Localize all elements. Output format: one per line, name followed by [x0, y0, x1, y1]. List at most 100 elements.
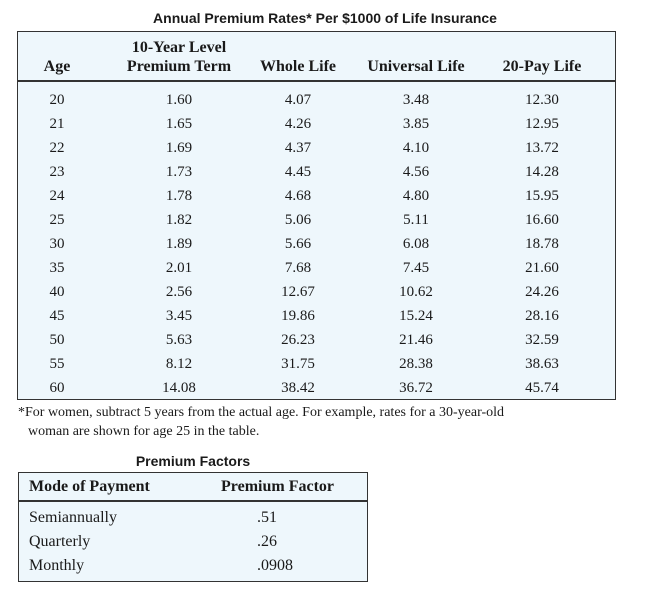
cell-universal-life: 21.46 [399, 332, 433, 348]
cell-term: 2.56 [165, 284, 193, 300]
table-row: 35 2.01 7.68 7.45 21.60 [18, 256, 615, 280]
cell-premium-factor: .26 [257, 533, 277, 550]
cell-age: 25 [49, 212, 65, 228]
table-row: 23 1.73 4.45 4.56 14.28 [18, 160, 615, 184]
cell-universal-life: 15.24 [399, 308, 433, 324]
cell-term: 1.73 [165, 164, 193, 180]
cell-age: 22 [49, 140, 65, 156]
cell-pay20-life: 16.60 [525, 212, 559, 228]
premium-factors-title: Premium Factors [135, 453, 251, 469]
header-whole-life: Whole Life [260, 58, 336, 75]
cell-whole-life: 4.07 [284, 92, 312, 108]
cell-pay20-life: 21.60 [525, 260, 559, 276]
cell-term: 1.78 [165, 188, 193, 204]
premium-rates-header: Age 10-Year Level Premium Term Whole Lif… [18, 32, 615, 82]
header-age: Age [43, 58, 71, 75]
cell-whole-life: 38.42 [281, 380, 315, 396]
cell-pay20-life: 45.74 [525, 380, 559, 396]
cell-universal-life: 6.08 [402, 236, 430, 252]
table-row: 22 1.69 4.37 4.10 13.72 [18, 136, 615, 160]
footnote: *For women, subtract 5 years from the ac… [18, 403, 633, 441]
cell-age: 35 [49, 260, 65, 276]
cell-mode-of-payment: Monthly [29, 557, 85, 574]
cell-universal-life: 4.10 [402, 140, 430, 156]
cell-universal-life: 4.56 [402, 164, 430, 180]
cell-pay20-life: 13.72 [525, 140, 559, 156]
cell-whole-life: 26.23 [281, 332, 315, 348]
cell-term: 1.69 [165, 140, 193, 156]
cell-whole-life: 4.37 [284, 140, 312, 156]
cell-age: 50 [49, 332, 65, 348]
cell-mode-of-payment: Quarterly [29, 533, 91, 550]
cell-premium-factor: .51 [257, 509, 277, 526]
premium-factors-table: Mode of Payment Premium Factor Semiannua… [18, 472, 368, 582]
table-row: 50 5.63 26.23 21.46 32.59 [18, 328, 615, 352]
table-row: Monthly .0908 [19, 554, 367, 578]
header-term-line2: Premium Term [126, 58, 232, 75]
cell-mode-of-payment: Semiannually [29, 509, 117, 526]
cell-whole-life: 19.86 [281, 308, 315, 324]
cell-term: 2.01 [165, 260, 193, 276]
page-title: Annual Premium Rates* Per $1000 of Life … [153, 10, 497, 26]
cell-whole-life: 7.68 [284, 260, 312, 276]
header-universal-life: Universal Life [367, 58, 465, 75]
header-premium-factor: Premium Factor [221, 478, 334, 495]
table-row: 30 1.89 5.66 6.08 18.78 [18, 232, 615, 256]
table-row: Semiannually .51 [19, 506, 367, 530]
table-row: 25 1.82 5.06 5.11 16.60 [18, 208, 615, 232]
cell-term: 1.89 [165, 236, 193, 252]
cell-whole-life: 4.68 [284, 188, 312, 204]
cell-whole-life: 4.26 [284, 116, 312, 132]
cell-universal-life: 3.48 [402, 92, 430, 108]
cell-pay20-life: 24.26 [525, 284, 559, 300]
table-row: 20 1.60 4.07 3.48 12.30 [18, 88, 615, 112]
cell-whole-life: 4.45 [284, 164, 312, 180]
table-row: 55 8.12 31.75 28.38 38.63 [18, 352, 615, 376]
cell-universal-life: 36.72 [399, 380, 433, 396]
cell-age: 55 [49, 356, 65, 372]
premium-factors-body: Semiannually .51 Quarterly .26 Monthly .0908 [19, 506, 367, 578]
table-row: 24 1.78 4.68 4.80 15.95 [18, 184, 615, 208]
table-row: 60 14.08 38.42 36.72 45.74 [18, 376, 615, 400]
cell-age: 30 [49, 236, 65, 252]
cell-age: 23 [49, 164, 65, 180]
cell-universal-life: 4.80 [402, 188, 430, 204]
cell-universal-life: 10.62 [399, 284, 433, 300]
cell-term: 3.45 [165, 308, 193, 324]
cell-premium-factor: .0908 [257, 557, 293, 574]
cell-age: 60 [49, 380, 65, 396]
cell-age: 45 [49, 308, 65, 324]
cell-term: 5.63 [165, 332, 193, 348]
cell-pay20-life: 14.28 [525, 164, 559, 180]
header-20-pay-life: 20-Pay Life [502, 58, 582, 75]
table-row: Quarterly .26 [19, 530, 367, 554]
cell-whole-life: 5.06 [284, 212, 312, 228]
cell-pay20-life: 12.30 [525, 92, 559, 108]
cell-universal-life: 28.38 [399, 356, 433, 372]
cell-whole-life: 12.67 [281, 284, 315, 300]
header-mode-of-payment: Mode of Payment [29, 478, 150, 495]
footnote-line2: woman are shown for age 25 in the table. [28, 424, 260, 439]
cell-pay20-life: 12.95 [525, 116, 559, 132]
cell-universal-life: 7.45 [402, 260, 430, 276]
cell-pay20-life: 38.63 [525, 356, 559, 372]
cell-universal-life: 5.11 [403, 212, 429, 228]
cell-term: 1.65 [165, 116, 193, 132]
cell-whole-life: 31.75 [281, 356, 315, 372]
cell-pay20-life: 18.78 [525, 236, 559, 252]
premium-factors-header: Mode of Payment Premium Factor [19, 473, 367, 502]
cell-term: 14.08 [162, 380, 196, 396]
cell-whole-life: 5.66 [284, 236, 312, 252]
header-term-line1: 10-Year Level [131, 39, 227, 56]
cell-age: 21 [49, 116, 65, 132]
table-row: 40 2.56 12.67 10.62 24.26 [18, 280, 615, 304]
premium-rates-table: Age 10-Year Level Premium Term Whole Lif… [17, 31, 616, 400]
table-row: 45 3.45 19.86 15.24 28.16 [18, 304, 615, 328]
cell-term: 8.12 [165, 356, 193, 372]
cell-term: 1.82 [165, 212, 193, 228]
table-row: 21 1.65 4.26 3.85 12.95 [18, 112, 615, 136]
cell-universal-life: 3.85 [402, 116, 430, 132]
cell-term: 1.60 [165, 92, 193, 108]
cell-age: 20 [49, 92, 65, 108]
cell-age: 40 [49, 284, 65, 300]
